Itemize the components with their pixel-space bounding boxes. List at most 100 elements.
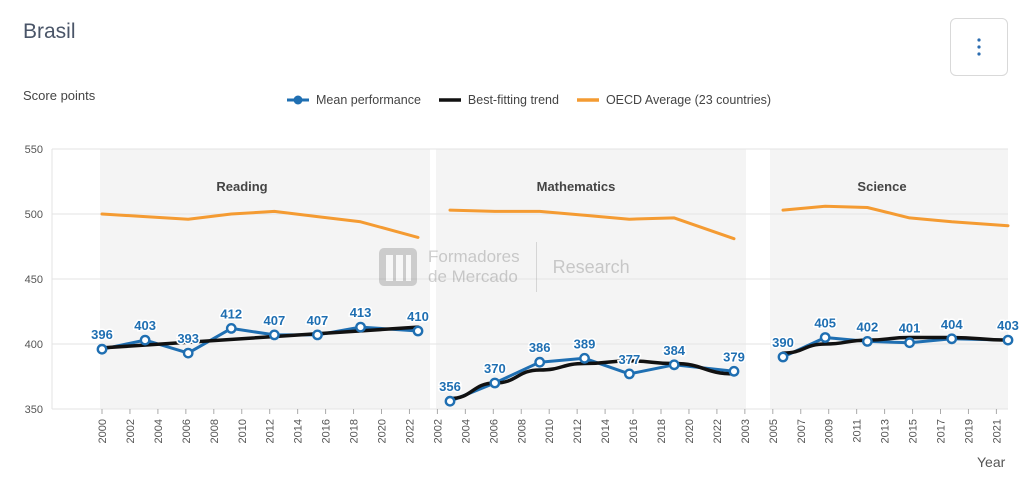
mean-data-point — [819, 332, 831, 343]
mean-data-point — [268, 329, 280, 341]
oecd-series-line — [448, 208, 736, 241]
mean-data-label: 402 — [857, 319, 879, 334]
y-tick-label: 550 — [25, 144, 43, 156]
x-tick-label: 2022 — [712, 419, 724, 443]
mean-data-point — [728, 365, 740, 377]
mean-data-label: 356 — [439, 379, 461, 394]
mean-data-label: 390 — [772, 335, 794, 350]
x-tick-label: 2016 — [321, 419, 333, 443]
mean-data-point — [1002, 334, 1014, 346]
mean-data-point — [312, 329, 323, 341]
legend-label-mean: Mean performance — [316, 93, 421, 107]
mean-data-label: 413 — [350, 305, 372, 320]
mean-data-point — [623, 368, 635, 380]
x-tick-label: 2018 — [349, 419, 361, 443]
x-tick-label: 2012 — [265, 419, 277, 443]
mean-data-point — [534, 356, 546, 368]
x-tick-label: 2008 — [516, 419, 528, 443]
y-tick-label: 500 — [25, 209, 43, 221]
x-tick-label: 2015 — [908, 419, 920, 443]
x-tick-label: 2022 — [404, 419, 416, 443]
x-tick-label: 2003 — [740, 419, 752, 443]
mean-data-label: 412 — [220, 306, 242, 321]
page-title: Brasil — [23, 20, 76, 43]
x-tick-label: 2020 — [377, 419, 389, 443]
x-tick-label: 2017 — [936, 419, 948, 443]
mean-data-point — [777, 351, 789, 363]
mean-data-label: 379 — [723, 349, 745, 364]
mean-data-point — [182, 347, 194, 359]
mean-data-label: 403 — [997, 318, 1019, 333]
chart-menu-button[interactable] — [950, 18, 1008, 76]
watermark-brand-line1: Formadores — [428, 247, 520, 266]
y-tick-label: 400 — [25, 339, 43, 351]
mean-data-label: 386 — [529, 340, 551, 355]
panel-title: Science — [857, 179, 906, 194]
mean-data-point — [946, 333, 958, 345]
mean-data-label: 384 — [663, 343, 685, 358]
mean-data-label: 405 — [814, 316, 836, 331]
x-tick-label: 2004 — [460, 419, 472, 443]
mean-data-label: 370 — [484, 361, 506, 376]
x-tick-label: 2010 — [237, 419, 249, 443]
mean-data-label: 410 — [407, 309, 429, 324]
mean-data-point — [489, 377, 501, 389]
legend-label-trend: Best-fitting trend — [467, 93, 559, 107]
legend-item-trend[interactable]: Best-fitting trend — [438, 93, 559, 107]
mean-series-line — [101, 325, 419, 355]
mean-data-point — [412, 325, 424, 337]
x-axis-title: Year — [977, 454, 1006, 470]
watermark: Formadores de Mercado Research — [378, 242, 630, 292]
x-tick-label: 2008 — [209, 419, 221, 443]
x-tick-label: 2007 — [796, 419, 808, 443]
x-tick-label: 2014 — [293, 419, 305, 443]
watermark-separator — [535, 242, 537, 292]
mean-data-point — [225, 322, 237, 334]
mean-data-label: 403 — [134, 318, 156, 333]
mean-data-label: 393 — [177, 331, 199, 346]
mean-data-label: 389 — [574, 336, 596, 351]
mean-data-point — [904, 337, 915, 349]
mean-data-label: 377 — [619, 352, 641, 367]
mean-data-point — [861, 335, 873, 347]
mean-data-label: 407 — [264, 313, 286, 328]
legend-label-oecd: OECD Average (23 countries) — [605, 93, 772, 107]
x-tick-label: 2013 — [880, 419, 892, 443]
trend-series-line — [781, 335, 1010, 355]
x-tick-label: 2010 — [544, 419, 556, 443]
mean-data-label: 404 — [941, 317, 963, 332]
watermark-brand-line2: de Mercado — [428, 267, 518, 286]
line-icon — [438, 93, 461, 107]
x-tick-label: 2006 — [488, 419, 500, 443]
panel-title: Reading — [216, 179, 267, 194]
vertical-ellipsis-icon — [977, 38, 981, 56]
legend-item-oecd[interactable]: OECD Average (23 countries) — [576, 93, 772, 107]
mean-data-point — [139, 334, 151, 346]
oecd-series-line — [100, 209, 420, 239]
panel-title: Mathematics — [537, 179, 616, 194]
y-axis-title: Score points — [23, 88, 96, 103]
mean-data-point — [668, 359, 680, 371]
mean-data-label: 407 — [307, 313, 329, 328]
line-icon — [576, 93, 599, 107]
x-tick-label: 2000 — [97, 419, 109, 443]
x-tick-label: 2009 — [824, 419, 836, 443]
formadores-logo-icon — [379, 248, 417, 286]
oecd-series-line — [781, 204, 1010, 228]
mean-data-point — [355, 321, 366, 333]
x-tick-label: 2020 — [684, 419, 696, 443]
x-tick-label: 2004 — [153, 419, 165, 443]
x-tick-label: 2006 — [181, 419, 193, 443]
trend-series-line — [100, 325, 420, 350]
watermark-tagline: Research — [552, 256, 630, 277]
mean-data-label: 401 — [899, 321, 921, 336]
x-tick-label: 2016 — [628, 419, 640, 443]
mean-data-label: 396 — [91, 327, 113, 342]
x-tick-label: 2012 — [572, 419, 584, 443]
x-tick-label: 2018 — [656, 419, 668, 443]
mean-data-point — [444, 395, 456, 407]
y-tick-label: 350 — [25, 404, 43, 416]
x-tick-label: 2005 — [768, 419, 780, 443]
legend-item-mean[interactable]: Mean performance — [287, 93, 421, 107]
